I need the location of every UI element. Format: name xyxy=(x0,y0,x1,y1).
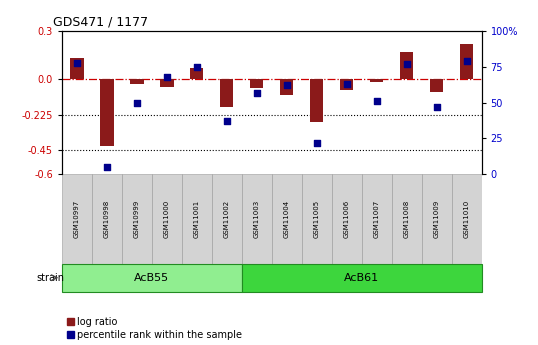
Text: AcB61: AcB61 xyxy=(344,273,379,283)
Point xyxy=(342,81,351,87)
Bar xyxy=(460,44,473,79)
Text: GDS471 / 1177: GDS471 / 1177 xyxy=(53,16,148,29)
Bar xyxy=(152,174,182,264)
Bar xyxy=(212,174,242,264)
Text: AcB55: AcB55 xyxy=(134,273,169,283)
Bar xyxy=(250,79,264,88)
Text: GSM11010: GSM11010 xyxy=(464,200,470,238)
Text: GSM10997: GSM10997 xyxy=(74,200,80,238)
Bar xyxy=(242,174,272,264)
Text: strain: strain xyxy=(37,273,65,283)
Text: GSM11002: GSM11002 xyxy=(224,200,230,238)
Point xyxy=(282,83,291,88)
Bar xyxy=(362,174,392,264)
Bar xyxy=(160,79,174,87)
Bar xyxy=(340,79,353,90)
Text: GSM11000: GSM11000 xyxy=(164,200,170,238)
Point xyxy=(103,164,111,170)
Bar xyxy=(92,174,122,264)
Text: GSM11004: GSM11004 xyxy=(284,200,289,238)
Bar xyxy=(302,174,331,264)
Point xyxy=(372,98,381,104)
Text: GSM11001: GSM11001 xyxy=(194,200,200,238)
Bar xyxy=(130,79,144,83)
Bar xyxy=(220,79,233,107)
Legend: log ratio, percentile rank within the sample: log ratio, percentile rank within the sa… xyxy=(67,317,243,340)
Bar xyxy=(422,174,451,264)
Point xyxy=(252,90,261,95)
Bar xyxy=(451,174,482,264)
Bar xyxy=(392,174,422,264)
Bar xyxy=(331,174,362,264)
Bar xyxy=(100,79,114,146)
Text: GSM10998: GSM10998 xyxy=(104,200,110,238)
Text: GSM10999: GSM10999 xyxy=(134,200,140,238)
Point xyxy=(462,58,471,64)
Point xyxy=(222,118,231,124)
Bar xyxy=(62,264,242,292)
Bar xyxy=(400,52,413,79)
Bar xyxy=(242,264,482,292)
Point xyxy=(402,61,411,67)
Bar xyxy=(62,174,92,264)
Point xyxy=(132,100,141,106)
Text: GSM11005: GSM11005 xyxy=(314,200,320,238)
Point xyxy=(162,74,171,80)
Text: GSM11007: GSM11007 xyxy=(373,200,380,238)
Text: GSM11006: GSM11006 xyxy=(344,200,350,238)
Bar xyxy=(280,79,293,95)
Bar xyxy=(190,68,203,79)
Bar xyxy=(430,79,443,91)
Point xyxy=(313,140,321,146)
Bar xyxy=(122,174,152,264)
Bar xyxy=(182,174,212,264)
Text: GSM11003: GSM11003 xyxy=(254,200,260,238)
Point xyxy=(73,60,81,65)
Point xyxy=(193,64,201,70)
Text: GSM11008: GSM11008 xyxy=(404,200,409,238)
Bar xyxy=(370,79,384,82)
Point xyxy=(432,104,441,110)
Bar xyxy=(310,79,323,122)
Text: GSM11009: GSM11009 xyxy=(434,200,440,238)
Bar xyxy=(272,174,302,264)
Bar xyxy=(70,58,83,79)
